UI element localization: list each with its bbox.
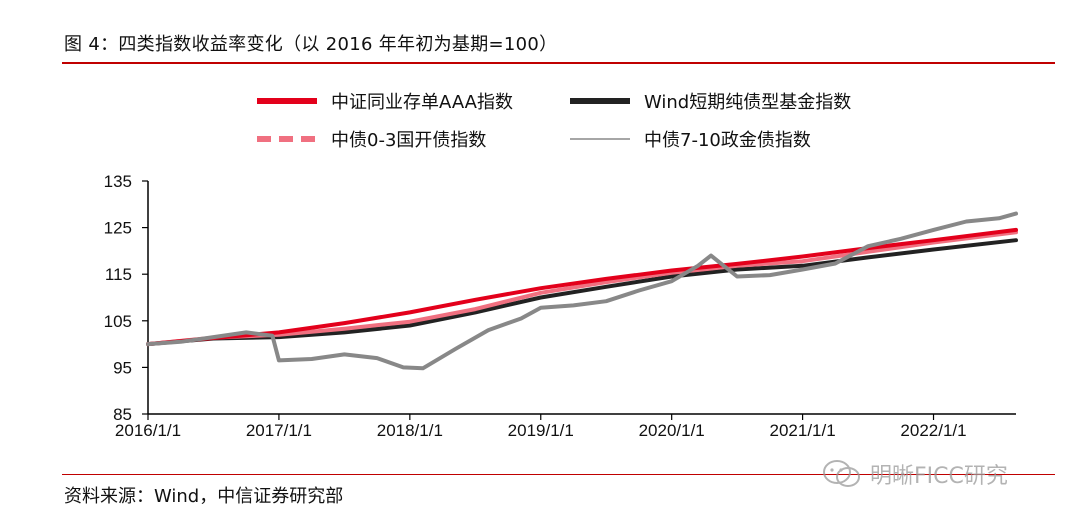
legend-label-wind-short: Wind短期纯债型基金指数	[644, 92, 852, 113]
source-note: 资料来源：Wind，中信证券研究部	[64, 486, 344, 507]
x-tick-label: 2017/1/1	[246, 421, 312, 440]
title-rule	[62, 62, 1055, 64]
x-tick-label: 2022/1/1	[900, 421, 966, 440]
legend-label-cgb-7-10: 中债7-10政金债指数	[644, 130, 811, 151]
legend-item-cdb-0-3[interactable]: 中债0-3国开债指数	[255, 126, 486, 152]
x-tick-label: 2018/1/1	[377, 421, 443, 440]
legend-label-cd-aaa: 中证同业存单AAA指数	[331, 92, 513, 113]
legend-item-wind-short[interactable]: Wind短期纯债型基金指数	[568, 88, 851, 114]
series-line-1	[146, 238, 1018, 347]
legend-swatch-cgb-7-10	[570, 138, 630, 140]
legend-item-cgb-7-10[interactable]: 中债7-10政金债指数	[568, 126, 811, 152]
legend-swatch-cd-aaa	[257, 98, 317, 104]
series-line-2	[146, 230, 1018, 347]
series-line-3	[146, 211, 1018, 371]
watermark-text: 明晰FICC研究	[870, 464, 1008, 489]
y-tick-label: 115	[105, 265, 132, 284]
x-tick-label: 2021/1/1	[770, 421, 836, 440]
x-tick-label: 2020/1/1	[639, 421, 705, 440]
source-rule	[62, 474, 1055, 475]
x-tick-label: 2019/1/1	[508, 421, 574, 440]
watermark: 明晰FICC研究	[822, 458, 1008, 490]
x-tick-label: 2016/1/1	[115, 421, 181, 440]
y-tick-label: 125	[104, 219, 132, 238]
y-tick-label: 135	[104, 172, 132, 191]
wechat-logo-icon	[822, 459, 862, 489]
legend-swatch-cdb-0-3	[257, 136, 317, 142]
figure-title: 图 4：四类指数收益率变化（以 2016 年年初为基期=100）	[64, 34, 558, 55]
series-line-0	[146, 227, 1018, 347]
y-tick-label: 85	[113, 405, 132, 424]
legend-label-cdb-0-3: 中债0-3国开债指数	[331, 130, 487, 151]
legend-swatch-wind-short	[570, 98, 630, 104]
legend-item-cd-aaa[interactable]: 中证同业存单AAA指数	[255, 88, 513, 114]
y-tick-label: 105	[104, 312, 132, 331]
y-tick-label: 95	[113, 358, 132, 377]
